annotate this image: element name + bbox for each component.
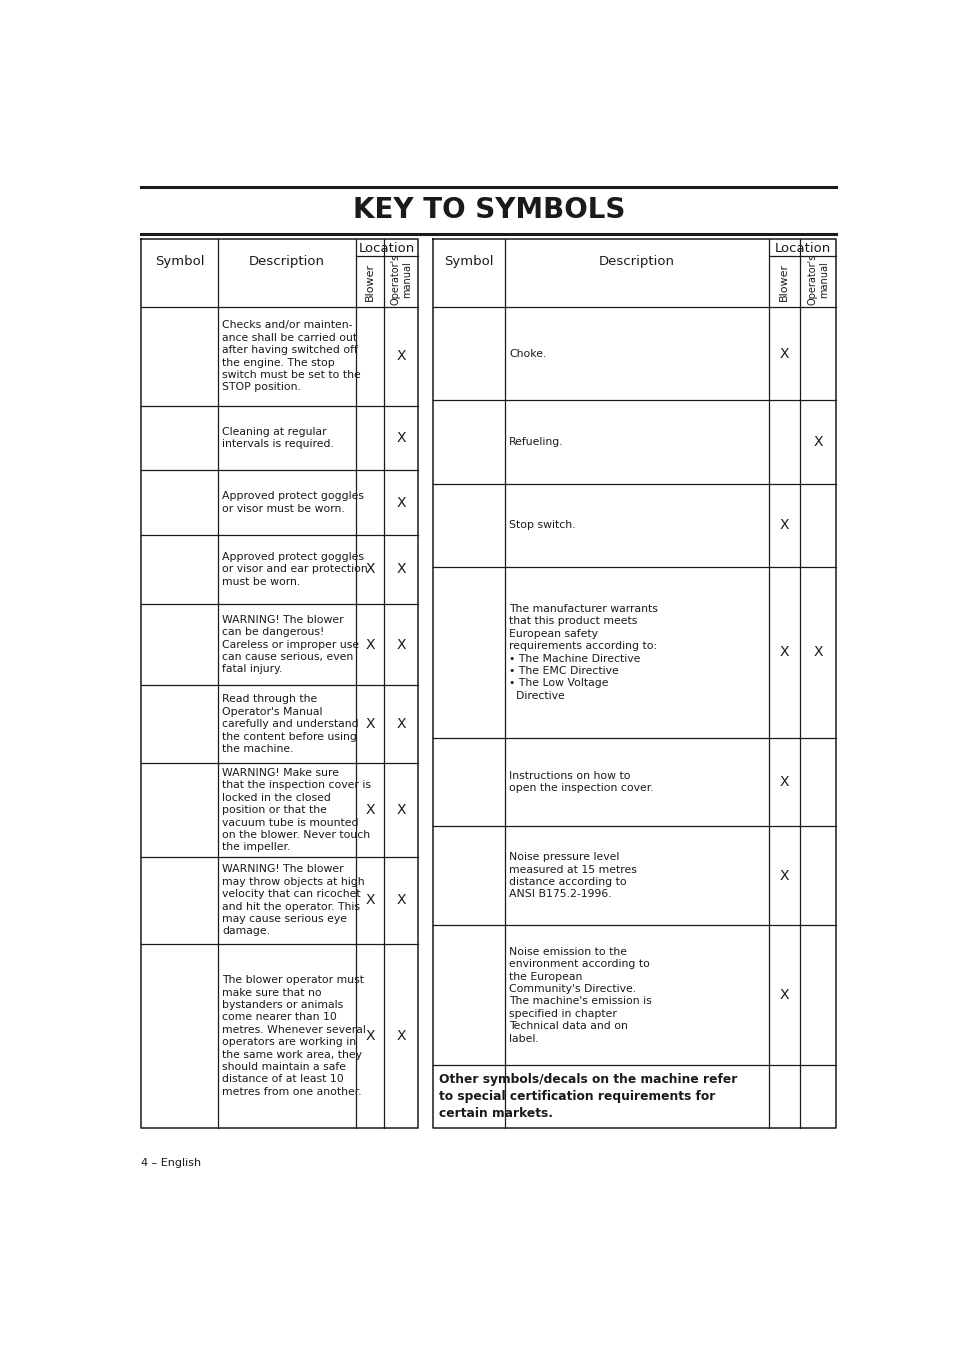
Text: Noise emission to the
environment according to
the European
Community's Directiv: Noise emission to the environment accord… (509, 947, 651, 1043)
Text: X: X (365, 638, 375, 651)
Text: Operator's
manual: Operator's manual (806, 254, 828, 305)
Text: X: X (395, 1029, 405, 1043)
Text: Other symbols/decals on the machine refer
to special certification requirements : Other symbols/decals on the machine refe… (439, 1074, 737, 1120)
Text: X: X (779, 646, 788, 659)
Text: X: X (395, 802, 405, 817)
Text: The manufacturer warrants
that this product meets
European safety
requirements a: The manufacturer warrants that this prod… (509, 604, 658, 701)
Text: X: X (812, 646, 821, 659)
Text: Blower: Blower (365, 262, 375, 301)
Text: X: X (395, 496, 405, 509)
Text: Choke.: Choke. (509, 349, 546, 358)
Text: X: X (395, 717, 405, 731)
Text: X: X (395, 562, 405, 577)
Text: The blower operator must
make sure that no
bystanders or animals
come nearer tha: The blower operator must make sure that … (222, 975, 366, 1097)
Text: X: X (395, 893, 405, 908)
Text: WARNING! The blower
can be dangerous!
Careless or improper use
can cause serious: WARNING! The blower can be dangerous! Ca… (222, 615, 359, 674)
Text: KEY TO SYMBOLS: KEY TO SYMBOLS (353, 196, 624, 224)
Text: Symbol: Symbol (444, 255, 494, 267)
Text: X: X (365, 1029, 375, 1043)
Text: X: X (365, 802, 375, 817)
Text: Description: Description (249, 255, 325, 267)
Text: X: X (365, 893, 375, 908)
Text: Location: Location (358, 242, 415, 255)
Text: X: X (395, 350, 405, 363)
Text: Stop switch.: Stop switch. (509, 520, 575, 530)
Text: Read through the
Operator's Manual
carefully and understand
the content before u: Read through the Operator's Manual caref… (222, 694, 358, 754)
Text: Approved protect goggles
or visor must be worn.: Approved protect goggles or visor must b… (222, 492, 364, 513)
Text: X: X (395, 638, 405, 651)
Text: X: X (395, 431, 405, 444)
Text: X: X (779, 869, 788, 882)
Text: Blower: Blower (779, 262, 788, 301)
Text: Refueling.: Refueling. (509, 436, 563, 447)
Text: Operator's
manual: Operator's manual (390, 254, 412, 305)
Text: Location: Location (774, 242, 830, 255)
Text: X: X (812, 435, 821, 449)
Text: Symbol: Symbol (154, 255, 204, 267)
Text: Approved protect goggles
or visor and ear protection
must be worn.: Approved protect goggles or visor and ea… (222, 551, 368, 586)
Text: Checks and/or mainten-
ance shall be carried out
after having switched off
the e: Checks and/or mainten- ance shall be car… (222, 320, 360, 392)
Text: Description: Description (598, 255, 674, 267)
Text: X: X (779, 988, 788, 1002)
Text: 4 – English: 4 – English (141, 1158, 201, 1169)
Text: WARNING! Make sure
that the inspection cover is
locked in the closed
position or: WARNING! Make sure that the inspection c… (222, 767, 371, 852)
Text: X: X (365, 562, 375, 577)
Text: Noise pressure level
measured at 15 metres
distance according to
ANSI B175.2-199: Noise pressure level measured at 15 metr… (509, 852, 637, 900)
Text: X: X (779, 347, 788, 361)
Text: X: X (779, 775, 788, 789)
Text: WARNING! The blower
may throw objects at high
velocity that can ricochet
and hit: WARNING! The blower may throw objects at… (222, 865, 365, 936)
Text: X: X (779, 517, 788, 532)
Text: Instructions on how to
open the inspection cover.: Instructions on how to open the inspecti… (509, 771, 653, 793)
Text: Cleaning at regular
intervals is required.: Cleaning at regular intervals is require… (222, 427, 334, 450)
Text: X: X (365, 717, 375, 731)
